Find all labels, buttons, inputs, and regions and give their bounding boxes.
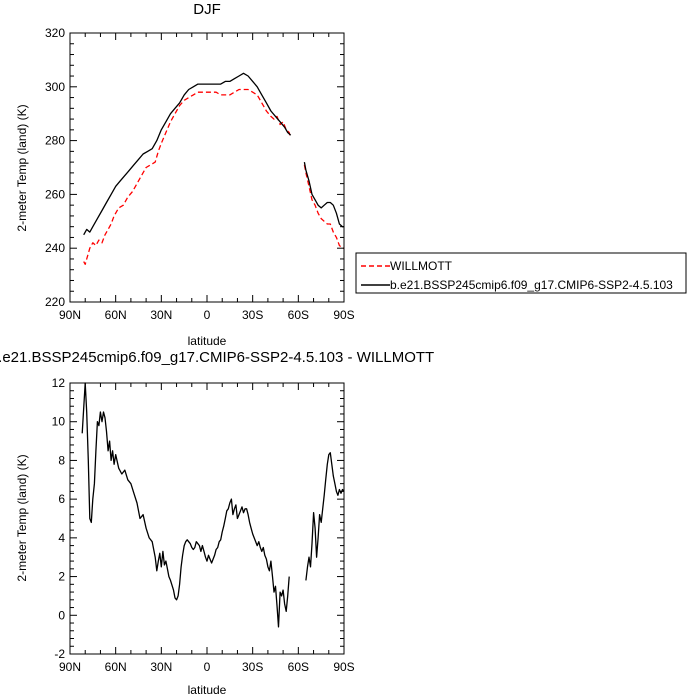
bottom-y-tick-label: -2 <box>54 647 65 661</box>
bottom-series-0-segment-0 <box>81 382 290 628</box>
bottom-x-tick-label: 0 <box>204 660 211 674</box>
top-ticks: 220 240 260 280 300 320 90N 60N 30N 0 30S 60S 90S <box>45 26 355 322</box>
bottom-ticks: -2 0 2 4 6 8 10 12 90N 60N 30N 0 30S 60S 90S <box>52 376 355 674</box>
top-y-tick-label: 260 <box>45 187 65 201</box>
bottom-y-tick-label: 10 <box>52 415 66 429</box>
top-y-tick-label: 240 <box>45 241 65 255</box>
top-chart-title: DJF <box>193 1 221 18</box>
bottom-y-tick-label: 0 <box>58 608 65 622</box>
top-y-axis-label: 2-meter Temp (land) (K) <box>15 104 29 231</box>
top-plot-lines <box>83 72 344 265</box>
top-series-1-segment-1 <box>303 161 344 228</box>
bottom-y-tick-label: 6 <box>58 492 65 506</box>
bottom-y-tick-label: 8 <box>58 453 65 467</box>
top-series-0-segment-0 <box>83 88 292 265</box>
top-panel: DJF 220 240 260 280 300 320 90N 60N 30N 0 30S 60S 90… <box>15 1 355 348</box>
bottom-series-0-segment-1 <box>305 452 345 581</box>
bottom-x-tick-label: 90S <box>333 660 354 674</box>
bottom-chart-title: b.e21.BSSP245cmip6.f09_g17.CMIP6-SSP2-4.… <box>0 349 434 366</box>
bottom-plot-frame <box>69 382 345 655</box>
top-y-tick-label: 300 <box>45 80 65 94</box>
top-x-axis-label: latitude <box>188 334 227 348</box>
legend-box <box>355 252 687 294</box>
top-plot-frame <box>69 32 345 303</box>
bottom-y-tick-label: 12 <box>52 376 66 390</box>
bottom-panel: b.e21.BSSP245cmip6.f09_g17.CMIP6-SSP2-4.… <box>0 349 434 697</box>
top-x-tick-label: 30S <box>242 308 263 322</box>
top-x-tick-label: 90N <box>59 308 81 322</box>
bottom-x-axis-label: latitude <box>188 683 227 697</box>
top-series-1-segment-0 <box>83 72 292 236</box>
legend: WILLMOTT b.e21.BSSP245cmip6.f09_g17.CMIP… <box>355 252 687 294</box>
bottom-plot-lines <box>81 382 345 628</box>
top-x-tick-label: 60S <box>288 308 309 322</box>
top-x-tick-label: 60N <box>105 308 127 322</box>
bottom-x-tick-label: 30N <box>150 660 172 674</box>
legend-label-willmott: WILLMOTT <box>390 259 453 273</box>
top-x-tick-label: 90S <box>333 308 354 322</box>
bottom-y-axis-label: 2-meter Temp (land) (K) <box>15 454 29 581</box>
bottom-x-tick-label: 90N <box>59 660 81 674</box>
top-x-tick-label: 30N <box>150 308 172 322</box>
top-y-tick-label: 320 <box>45 26 65 40</box>
bottom-x-tick-label: 60N <box>105 660 127 674</box>
bottom-x-tick-label: 30S <box>242 660 263 674</box>
top-y-tick-label: 220 <box>45 295 65 309</box>
legend-label-model: b.e21.BSSP245cmip6.f09_g17.CMIP6-SSP2-4.… <box>390 278 673 292</box>
bottom-y-tick-label: 4 <box>58 531 65 545</box>
top-y-tick-label: 280 <box>45 134 65 148</box>
bottom-y-tick-label: 2 <box>58 570 65 584</box>
top-series-0-segment-1 <box>303 164 344 249</box>
top-x-tick-label: 0 <box>204 308 211 322</box>
bottom-x-tick-label: 60S <box>288 660 309 674</box>
